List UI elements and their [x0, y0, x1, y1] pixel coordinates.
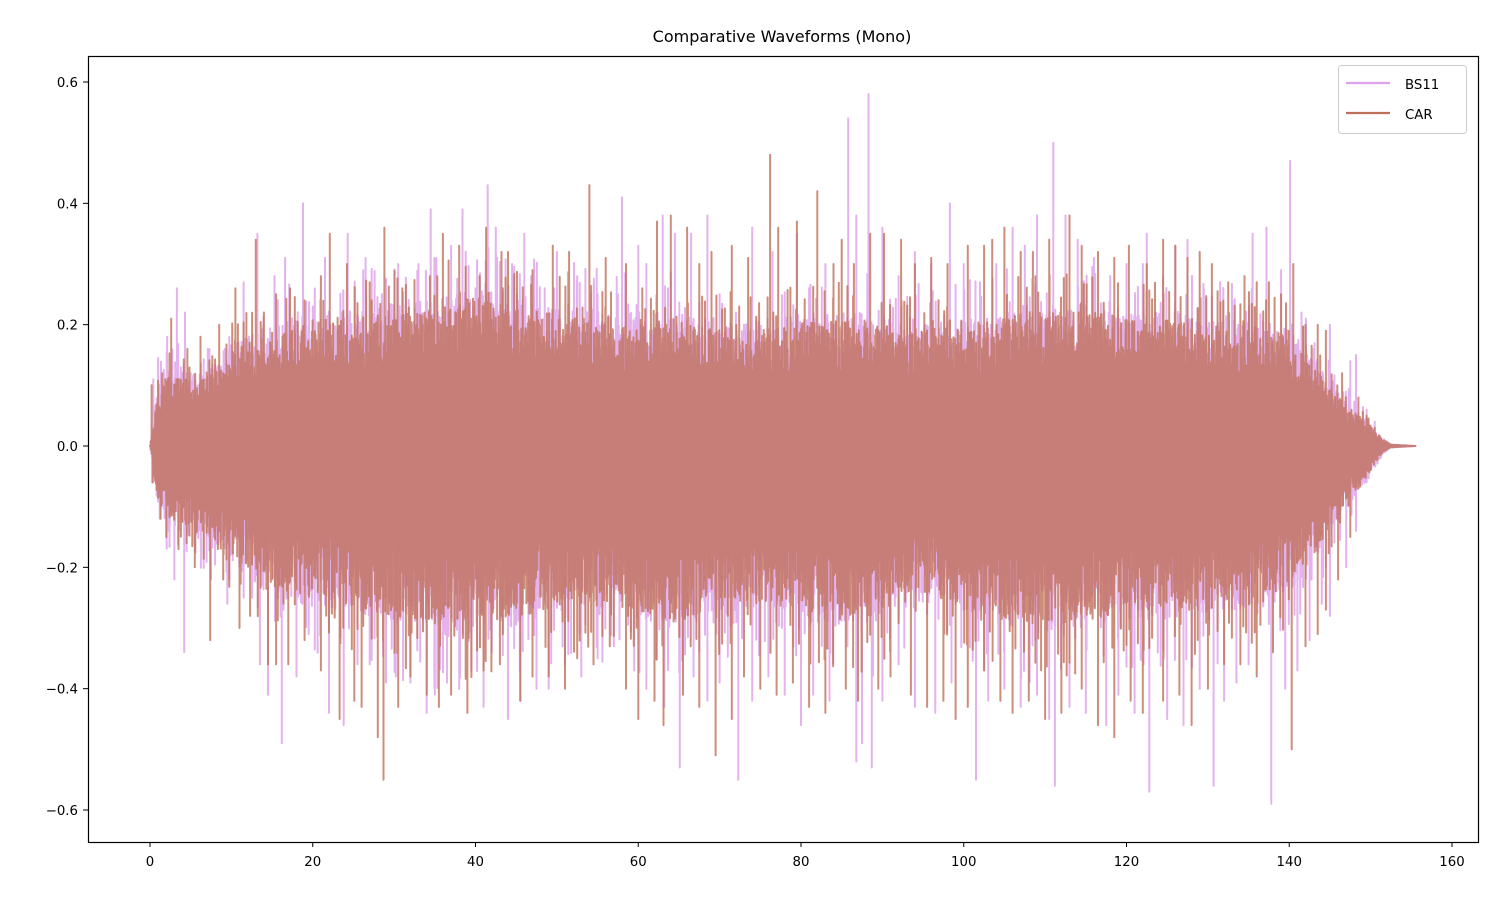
plot-area-frame [87, 55, 1480, 844]
x-tick-label: 140 [1277, 855, 1302, 870]
y-axis: 0.6 0.4 0.2 0.0 −0.2 −0.4 −0.6 [46, 76, 88, 819]
x-tick-label: 120 [1114, 855, 1139, 870]
legend: BS11 CAR [1338, 65, 1467, 134]
x-tick-label: 60 [630, 855, 647, 870]
y-tick-label: 0.6 [57, 76, 78, 91]
y-tick-label: −0.2 [46, 561, 78, 576]
chart-title: Comparative Waveforms (Mono) [653, 27, 912, 46]
legend-label-car: CAR [1405, 108, 1433, 123]
waveform-line [149, 153, 1417, 781]
waveform-layer [149, 93, 1417, 805]
x-tick-label: 20 [304, 855, 321, 870]
x-tick-label: 80 [793, 855, 810, 870]
y-tick-label: 0.0 [57, 440, 78, 455]
y-tick-label: −0.4 [46, 683, 78, 698]
x-tick-label: 40 [467, 855, 484, 870]
series-car [149, 153, 1417, 781]
x-tick-label: 0 [146, 855, 154, 870]
legend-label-bs11: BS11 [1405, 78, 1439, 93]
x-tick-label: 100 [951, 855, 976, 870]
x-tick-label: 160 [1439, 855, 1464, 870]
y-tick-label: 0.2 [57, 319, 78, 334]
y-tick-label: 0.4 [57, 197, 78, 212]
x-axis: 0 20 40 60 80 100 120 140 160 [146, 842, 1465, 870]
legend-box [1338, 65, 1467, 134]
y-tick-label: −0.6 [46, 804, 78, 819]
